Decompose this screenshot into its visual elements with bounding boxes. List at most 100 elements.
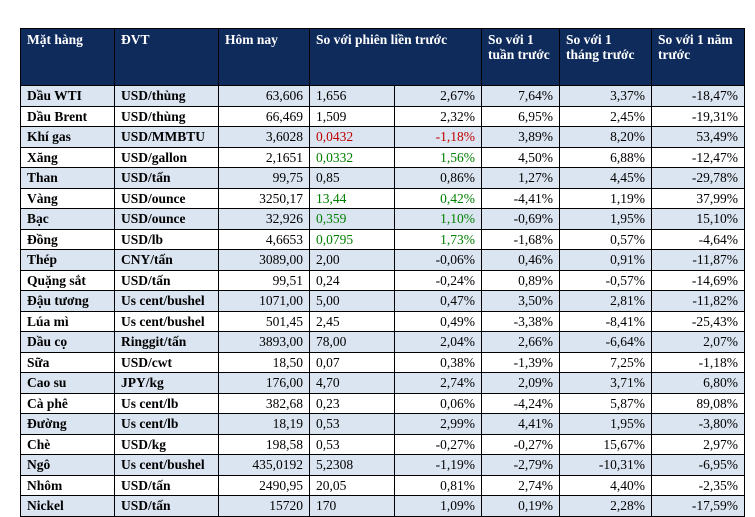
cell-today: 15720 <box>218 495 310 517</box>
cell-month: -6,64% <box>559 331 652 353</box>
cell-week: 0,19% <box>481 495 560 517</box>
cell-year: -6,95% <box>651 454 745 476</box>
cell-year: 53,49% <box>651 126 745 148</box>
cell-item: Sữa <box>20 351 115 373</box>
table-row: Cao su JPY/kg 176,00 4,70 2,74% 2,09% 3,71% 6,8… <box>20 372 745 394</box>
cell-week: 6,95% <box>481 105 560 127</box>
cell-week: 4,50% <box>481 146 560 168</box>
cell-change: 1,509 <box>309 105 395 127</box>
cell-week: 1,27% <box>481 167 560 189</box>
cell-today: 4,6653 <box>218 228 310 250</box>
cell-unit: Us cent/lb <box>114 413 219 435</box>
cell-change-pct: 0,49% <box>394 310 482 332</box>
cell-change-pct: 0,42% <box>394 187 482 209</box>
cell-year: 6,80% <box>651 372 745 394</box>
cell-change-pct: 0,06% <box>394 392 482 414</box>
cell-item: Đường <box>20 413 115 435</box>
cell-item: Lúa mì <box>20 310 115 332</box>
cell-month: 15,67% <box>559 433 652 455</box>
header-unit: ĐVT <box>114 28 219 86</box>
cell-year: -12,47% <box>651 146 745 168</box>
cell-change-pct: 2,67% <box>394 85 482 107</box>
cell-today: 99,75 <box>218 167 310 189</box>
cell-today: 3089,00 <box>218 249 310 271</box>
cell-unit: Ringgit/tấn <box>114 331 219 353</box>
table-row: Ngô Us cent/bushel 435,0192 5,2308 -1,19% -2,… <box>20 454 745 476</box>
cell-change-pct: 1,56% <box>394 146 482 168</box>
cell-item: Quặng sắt <box>20 269 115 291</box>
table-row: Nhôm USD/tấn 2490,95 20,05 0,81% 2,74% 4,40% -2… <box>20 474 745 496</box>
cell-year: 37,99% <box>651 187 745 209</box>
cell-item: Xăng <box>20 146 115 168</box>
cell-unit: JPY/kg <box>114 372 219 394</box>
cell-change: 0,359 <box>309 208 395 230</box>
cell-month: -8,41% <box>559 310 652 332</box>
cell-change-pct: -0,27% <box>394 433 482 455</box>
cell-unit: Us cent/bushel <box>114 290 219 312</box>
cell-week: 3,50% <box>481 290 560 312</box>
cell-change: 2,45 <box>309 310 395 332</box>
cell-week: -0,27% <box>481 433 560 455</box>
cell-month: 4,40% <box>559 474 652 496</box>
cell-today: 3250,17 <box>218 187 310 209</box>
cell-item: Chè <box>20 433 115 455</box>
cell-year: -4,64% <box>651 228 745 250</box>
cell-month: 7,25% <box>559 351 652 373</box>
cell-change-pct: 0,81% <box>394 474 482 496</box>
cell-item: Cao su <box>20 372 115 394</box>
table-row: Chè USD/kg 198,58 0,53 -0,27% -0,27% 15,67% 2,9… <box>20 433 745 455</box>
cell-today: 63,606 <box>218 85 310 107</box>
cell-week: 7,64% <box>481 85 560 107</box>
cell-change: 0,53 <box>309 413 395 435</box>
cell-change: 20,05 <box>309 474 395 496</box>
cell-year: -11,82% <box>651 290 745 312</box>
cell-change-pct: -1,19% <box>394 454 482 476</box>
cell-today: 435,0192 <box>218 454 310 476</box>
cell-week: 0,89% <box>481 269 560 291</box>
cell-today: 32,926 <box>218 208 310 230</box>
cell-item: Đồng <box>20 228 115 250</box>
cell-unit: USD/cwt <box>114 351 219 373</box>
cell-month: -0,57% <box>559 269 652 291</box>
header-vs-year: So với 1 năm trước <box>651 28 745 86</box>
cell-year: -29,78% <box>651 167 745 189</box>
cell-month: 5,87% <box>559 392 652 414</box>
cell-item: Nickel <box>20 495 115 517</box>
table-row: Vàng USD/ounce 3250,17 13,44 0,42% -4,41% 1,19… <box>20 187 745 209</box>
cell-week: -4,41% <box>481 187 560 209</box>
cell-week: 2,66% <box>481 331 560 353</box>
cell-change-pct: 1,10% <box>394 208 482 230</box>
table-row: Dầu Brent USD/thùng 66,469 1,509 2,32% 6,95% 2… <box>20 105 745 127</box>
cell-change: 4,70 <box>309 372 395 394</box>
cell-today: 176,00 <box>218 372 310 394</box>
table-row: Than USD/tấn 99,75 0,85 0,86% 1,27% 4,45% -29,7… <box>20 167 745 189</box>
cell-today: 3893,00 <box>218 331 310 353</box>
cell-unit: USD/kg <box>114 433 219 455</box>
cell-unit: USD/ounce <box>114 187 219 209</box>
cell-item: Khí gas <box>20 126 115 148</box>
table-row: Quặng sắt USD/tấn 99,51 0,24 -0,24% 0,89% -0,5… <box>20 269 745 291</box>
cell-change: 13,44 <box>309 187 395 209</box>
cell-item: Nhôm <box>20 474 115 496</box>
cell-item: Dầu cọ <box>20 331 115 353</box>
cell-change-pct: -0,24% <box>394 269 482 291</box>
table-row: Đậu tương Us cent/bushel 1071,00 5,00 0,47% 3… <box>20 290 745 312</box>
cell-change: 0,85 <box>309 167 395 189</box>
cell-week: -3,38% <box>481 310 560 332</box>
cell-change: 78,00 <box>309 331 395 353</box>
cell-month: 1,19% <box>559 187 652 209</box>
cell-item: Đậu tương <box>20 290 115 312</box>
table-row: Đồng USD/lb 4,6653 0,0795 1,73% -1,68% 0,57% -4… <box>20 228 745 250</box>
table-body: Dầu WTI USD/thùng 63,606 1,656 2,67% 7,64% 3,3… <box>20 85 745 517</box>
cell-year: -2,35% <box>651 474 745 496</box>
table-row: Nickel USD/tấn 15720 170 1,09% 0,19% 2,28% -17,… <box>20 495 745 517</box>
cell-today: 501,45 <box>218 310 310 332</box>
table-row: Lúa mì Us cent/bushel 501,45 2,45 0,49% -3,38… <box>20 310 745 332</box>
cell-item: Bạc <box>20 208 115 230</box>
header-today: Hôm nay <box>218 28 310 86</box>
cell-change: 0,07 <box>309 351 395 373</box>
cell-month: 2,28% <box>559 495 652 517</box>
table-row: Khí gas USD/MMBTU 3,6028 0,0432 -1,18% 3,89% 8… <box>20 126 745 148</box>
cell-item: Dầu Brent <box>20 105 115 127</box>
table-row: Đường Us cent/lb 18,19 0,53 2,99% 4,41% 1,95% -… <box>20 413 745 435</box>
